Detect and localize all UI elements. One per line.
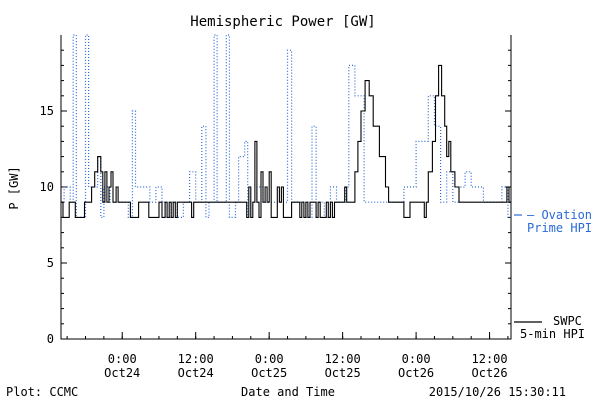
y-tick-label: 0 (47, 332, 54, 346)
x-tick-label-time: 12:00 (472, 352, 508, 366)
x-tick-label-time: 0:00 (255, 352, 284, 366)
x-tick-label-date: Oct24 (178, 366, 214, 380)
x-tick-label-date: Oct26 (398, 366, 434, 380)
plot-frame (60, 35, 512, 340)
x-tick-label-time: 12:00 (325, 352, 361, 366)
y-tick-label: 15 (40, 104, 54, 118)
y-tick-label: 10 (40, 180, 54, 194)
series-line-ovation (61, 34, 511, 218)
plot-credit: Plot: CCMC (6, 385, 78, 399)
legend-swpc-label: SWPC (553, 314, 582, 328)
x-tick-label-time: 12:00 (178, 352, 214, 366)
x-tick-label-date: Oct26 (472, 366, 508, 380)
series-line-swpc (61, 64, 511, 218)
x-tick-label-time: 0:00 (108, 352, 137, 366)
chart-title: Hemispheric Power [GW] (190, 14, 375, 30)
y-axis-label: P [GW] (7, 166, 21, 209)
legend-ovation-label: — Ovation (527, 208, 592, 222)
series-group (61, 34, 511, 218)
x-tick-label-date: Oct25 (251, 366, 287, 380)
legend-swpc-label-2: 5-min HPI (520, 327, 585, 341)
x-tick-label-date: Oct24 (104, 366, 140, 380)
axes-group: 0510150:00Oct2412:00Oct240:00Oct2512:00O… (40, 35, 512, 380)
x-tick-label-time: 0:00 (402, 352, 431, 366)
legend-ovation-label-2: Prime HPI (527, 221, 592, 235)
y-tick-label: 5 (47, 256, 54, 270)
x-tick-label-date: Oct25 (325, 366, 361, 380)
x-axis-label: Date and Time (241, 385, 335, 399)
plot-timestamp: 2015/10/26 15:30:11 (429, 385, 566, 399)
